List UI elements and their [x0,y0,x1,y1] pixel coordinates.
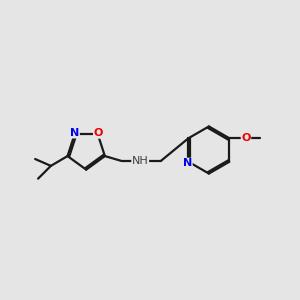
Text: O: O [241,133,251,143]
Text: N: N [183,158,192,168]
Text: NH: NH [132,156,148,166]
Text: O: O [94,128,103,138]
Text: N: N [70,128,79,138]
